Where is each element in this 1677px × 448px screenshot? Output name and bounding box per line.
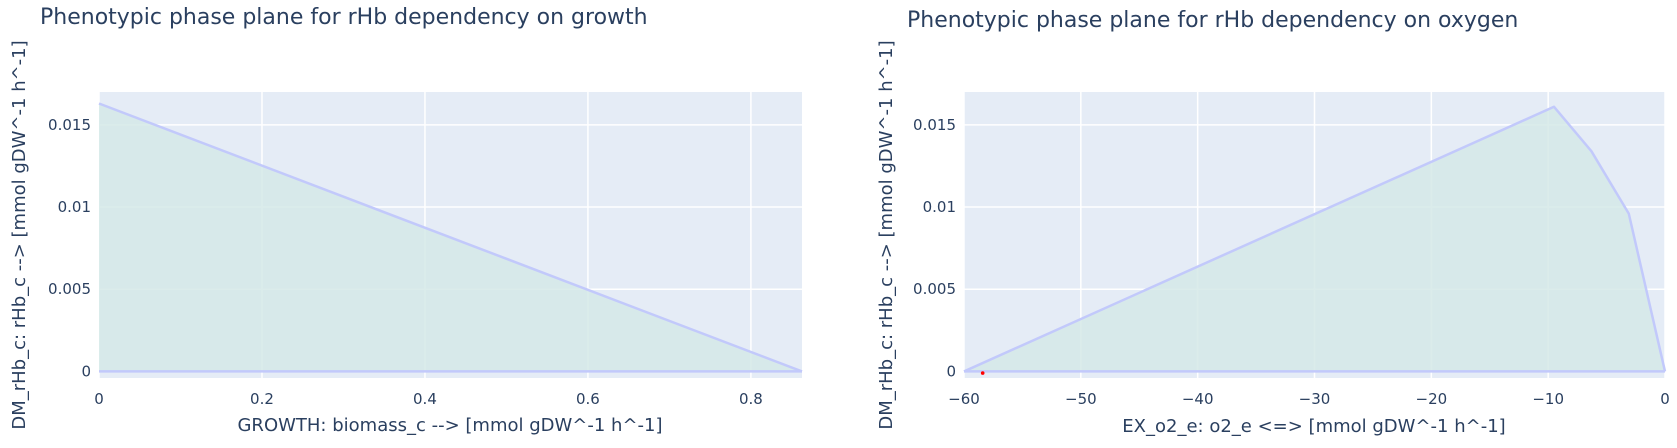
- x-tick-label: 0.6: [576, 390, 600, 408]
- x-tick-label: −40: [1182, 390, 1214, 408]
- tick-labels: −60 −50 −40 −30 −20 −10 0 0 0.005 0.01 0.015: [913, 116, 1670, 408]
- chart-title: Phenotypic phase plane for rHb dependenc…: [40, 5, 648, 30]
- chart-title: Phenotypic phase plane for rHb dependenc…: [907, 8, 1518, 33]
- x-tick-label: −60: [948, 390, 980, 408]
- x-tick-label: 0.2: [250, 390, 274, 408]
- y-tick-label: 0.015: [48, 116, 91, 134]
- x-tick-label: −10: [1532, 390, 1564, 408]
- tick-labels: 0 0.2 0.4 0.6 0.8 0 0.005 0.01 0.015: [48, 116, 763, 408]
- x-tick-label: 0.8: [739, 390, 763, 408]
- data-marks: [98, 102, 803, 373]
- data-point: [980, 371, 985, 375]
- x-tick-label: −30: [1299, 390, 1331, 408]
- y-tick-label: 0.005: [913, 280, 956, 298]
- x-tick-label: −50: [1065, 390, 1097, 408]
- x-tick-label: 0: [94, 390, 104, 408]
- chart-growth: Phenotypic phase plane for rHb dependenc…: [9, 5, 803, 436]
- upper-envelope-line: [98, 102, 803, 373]
- y-tick-label: 0: [81, 362, 91, 380]
- y-axis-title: DM_rHb_c: rHb_c --> [mmol gDW^-1 h^-1]: [9, 40, 30, 429]
- y-tick-label: 0.01: [58, 198, 91, 216]
- data-marks: [963, 105, 1667, 375]
- chart-oxygen: Phenotypic phase plane for rHb dependenc…: [876, 8, 1670, 437]
- y-tick-label: 0.015: [913, 116, 956, 134]
- x-tick-label: 0: [1660, 390, 1670, 408]
- x-axis-title: GROWTH: biomass_c --> [mmol gDW^-1 h^-1]: [237, 415, 662, 436]
- x-tick-label: 0.4: [413, 390, 437, 408]
- y-tick-label: 0.01: [923, 198, 956, 216]
- feasible-region: [964, 106, 1665, 372]
- x-tick-label: −20: [1416, 390, 1448, 408]
- y-tick-label: 0: [946, 362, 956, 380]
- x-axis-title: EX_o2_e: o2_e <=> [mmol gDW^-1 h^-1]: [1122, 416, 1505, 437]
- upper-envelope-line: [963, 105, 1667, 373]
- y-axis-title: DM_rHb_c: rHb_c --> [mmol gDW^-1 h^-1]: [876, 40, 897, 429]
- y-tick-label: 0.005: [48, 280, 91, 298]
